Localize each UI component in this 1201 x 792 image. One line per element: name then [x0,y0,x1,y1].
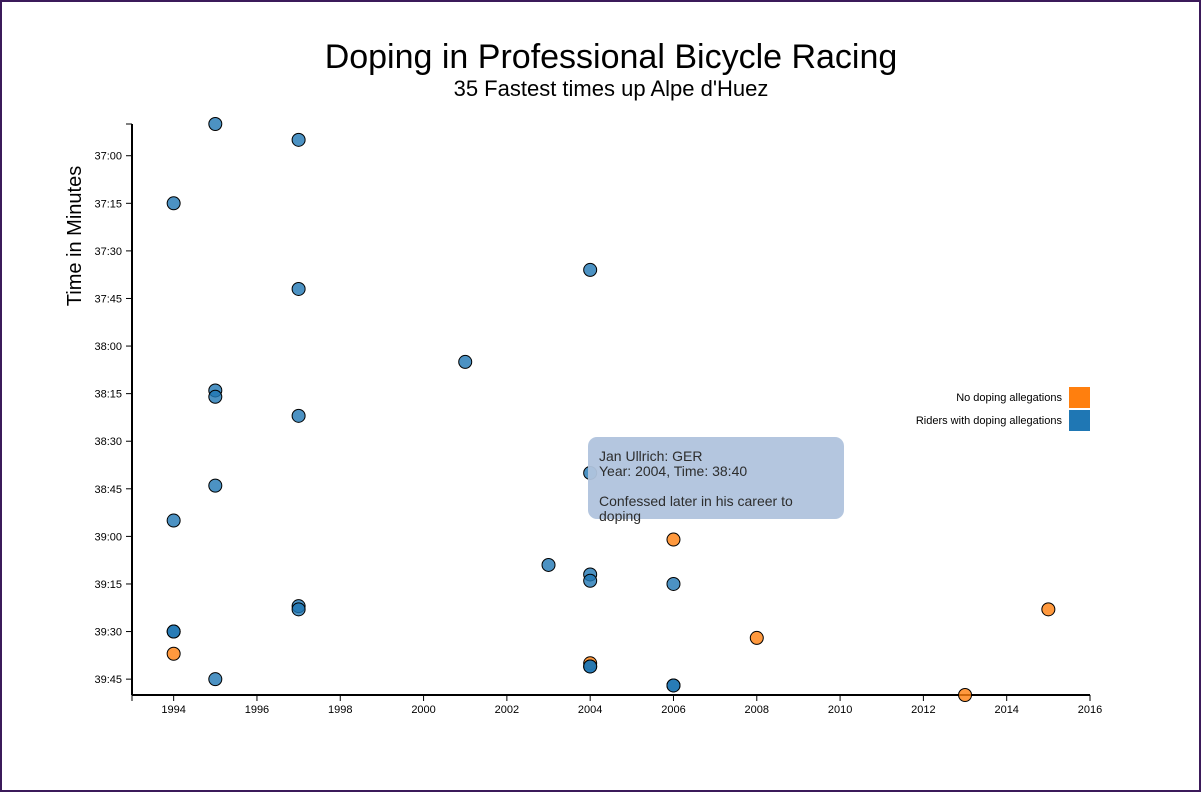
data-point-doping [541,557,556,572]
y-tick-label: 38:30 [94,436,122,448]
data-point-doping [583,659,598,674]
legend-swatch-doping [1069,410,1090,431]
data-point-doping [166,513,181,528]
data-point-doping [666,678,681,693]
data-point-clean [666,532,681,547]
legend-swatch-clean [1069,387,1090,408]
y-tick-label: 37:30 [94,246,122,258]
chart-title: Doping in Professional Bicycle Racing [325,38,898,76]
data-point-clean [166,646,181,661]
x-tick-label: 2014 [994,704,1018,716]
y-tick-label: 37:15 [94,198,122,210]
y-axis-label: Time in Minutes [64,166,86,306]
data-point-doping [291,281,306,296]
y-axis: 37:00 37:15 37:30 37:45 38:00 38:15 38:30 38:45… [94,123,133,695]
y-tick-label: 39:15 [94,579,122,591]
data-point-doping [166,196,181,211]
data-point-doping [666,576,681,591]
x-tick-label: 2004 [578,704,602,716]
scatter-points [166,117,1056,702]
data-point-doping [291,602,306,617]
legend-label-doping: Riders with doping allegations [916,415,1063,427]
x-tick-label: 1998 [328,704,352,716]
legend-label-clean: No doping allegations [956,392,1062,404]
data-point-doping [208,672,223,687]
data-point-doping [291,132,306,147]
tooltip-doping-note: Confessed later in his career to doping [599,493,793,524]
x-tick-label: 2000 [411,704,435,716]
tooltip-year-time: Year: 2004, Time: 38:40 [599,463,748,479]
x-tick-label: 2002 [495,704,519,716]
data-point-doping [166,624,181,639]
x-axis: 1994 1996 1998 2000 2002 2004 2006 2008 2010 2012… [131,694,1102,716]
x-tick-label: 2008 [745,704,769,716]
data-point-clean [749,630,764,645]
y-tick-label: 39:30 [94,627,122,639]
data-point-doping [583,262,598,277]
data-point-doping [291,408,306,423]
y-tick-label: 39:45 [94,674,122,686]
data-point-doping [208,117,223,131]
x-tick-label: 2006 [661,704,685,716]
data-point-clean [1041,602,1056,617]
x-tick-label: 2010 [828,704,852,716]
x-tick-label: 2012 [911,704,935,716]
tooltip-rider: Jan Ullrich: GER [599,448,703,464]
chart-subtitle: 35 Fastest times up Alpe d'Huez [454,76,769,101]
y-tick-label: 39:00 [94,531,122,543]
data-point-clean [958,688,973,702]
y-tick-label: 38:00 [94,341,122,353]
y-tick-label: 38:15 [94,389,122,401]
data-point-doping [458,354,473,369]
data-point-doping [208,478,223,493]
data-point-doping [208,389,223,404]
point-tooltip: Jan Ullrich: GER Year: 2004, Time: 38:40… [588,437,844,524]
legend: No doping allegations Riders with doping … [916,387,1090,431]
data-point-doping [583,573,598,588]
x-tick-label: 2016 [1078,704,1102,716]
x-tick-label: 1994 [161,704,185,716]
y-tick-label: 38:45 [94,484,122,496]
x-tick-label: 1996 [245,704,269,716]
y-tick-label: 37:45 [94,293,122,305]
y-tick-label: 37:00 [94,151,122,163]
